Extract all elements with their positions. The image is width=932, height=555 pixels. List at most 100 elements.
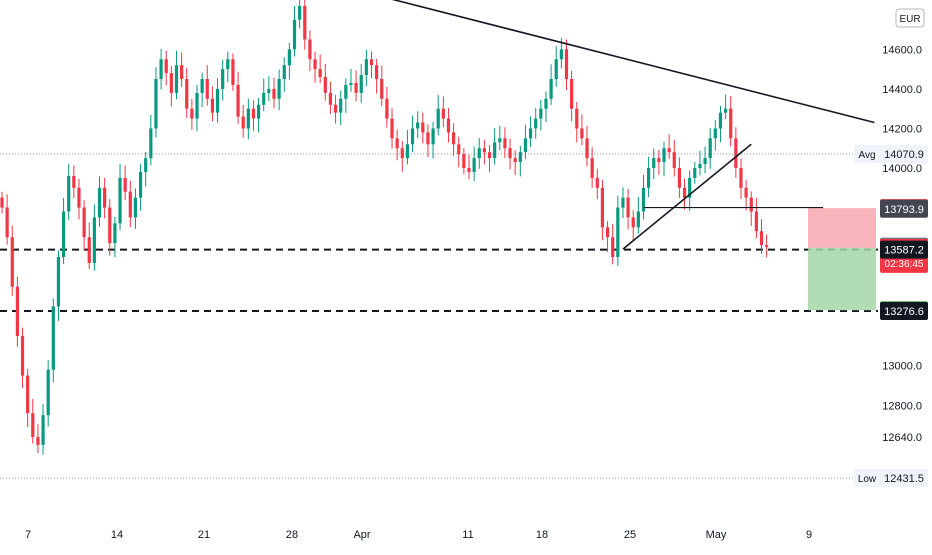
candle-body [436, 108, 440, 129]
candle [298, 0, 302, 29]
candle [385, 86, 389, 128]
candle-body [595, 177, 599, 188]
candle [426, 124, 430, 157]
candle [467, 154, 471, 180]
candle [144, 151, 148, 187]
price-label-bg [880, 302, 928, 321]
candle [662, 141, 666, 177]
candle-body [169, 73, 173, 93]
trendlines[interactable] [371, 0, 875, 250]
candle-body [10, 237, 14, 287]
candle [87, 222, 91, 270]
candle-body [313, 59, 317, 70]
candle [375, 59, 379, 94]
candle [267, 76, 271, 101]
price-label-level: 13793.9 [880, 199, 928, 218]
candle-body [667, 148, 671, 153]
candle-body [51, 306, 55, 370]
candle-body [77, 187, 81, 208]
candle [744, 179, 748, 211]
candle-body [144, 158, 148, 172]
price-label-text: 12431.5 [884, 473, 924, 485]
candle-body [82, 207, 86, 238]
candle [246, 98, 250, 140]
price-label-bg [880, 469, 928, 488]
candle-body [190, 108, 194, 119]
candle-body [123, 177, 127, 192]
candle [416, 111, 420, 138]
candle-body [200, 79, 204, 93]
price-axis[interactable]: 14600.0 14400.0 14200.0 14000.0 13000.0 12800… [878, 0, 932, 550]
candle-body [180, 65, 184, 80]
candle [590, 147, 594, 188]
time-tick-label: 21 [198, 529, 210, 541]
candle-body [410, 128, 415, 145]
price-tick-label: 13000.0 [882, 361, 922, 373]
price-axis-bg [878, 0, 932, 550]
price-label-bg [880, 240, 928, 259]
candle [698, 150, 702, 176]
candle-body [205, 79, 209, 99]
price-label-low: Low 12431.5 [854, 469, 928, 488]
candle-body [616, 207, 620, 257]
candle [210, 86, 215, 122]
candle-body [451, 132, 456, 145]
price-label-text: 13793.9 [884, 204, 924, 216]
candle-body [395, 138, 399, 149]
candle [380, 65, 384, 107]
candle-body [605, 227, 610, 238]
candle [477, 138, 481, 169]
candle [641, 174, 646, 220]
price-labels: Avg14070.913797.113793.913601.813596.002… [854, 144, 928, 488]
currency-badge[interactable]: EUR [895, 8, 925, 28]
candle-body [493, 142, 497, 159]
candle-body [549, 79, 553, 99]
candle [503, 127, 507, 158]
candle [241, 104, 245, 138]
candle [56, 250, 61, 321]
position-tool[interactable] [808, 208, 876, 311]
candle [226, 51, 230, 83]
candle [272, 77, 276, 109]
candle-body [570, 79, 574, 109]
candle-body [344, 84, 348, 99]
candle-body [713, 128, 717, 139]
candle [718, 105, 723, 143]
candle [405, 129, 410, 165]
candle [472, 146, 476, 182]
candle-body [61, 211, 66, 257]
candle-body [600, 187, 605, 228]
candle-body [174, 65, 179, 93]
candle [734, 127, 738, 178]
candle-body [677, 168, 681, 188]
candle-body [72, 175, 76, 188]
price-tick-label: 12800.0 [882, 400, 922, 412]
level-lines [0, 248, 878, 313]
candle-body [41, 415, 45, 445]
candle-body [662, 148, 666, 163]
candle-body [154, 79, 158, 129]
candle-body [626, 197, 630, 218]
candle-body [682, 187, 687, 198]
candle [564, 39, 569, 90]
time-axis[interactable]: 7 14 21 28 Apr 11 18 25 May 9 [25, 529, 812, 541]
candle [303, 0, 307, 50]
candle [518, 145, 522, 177]
candle [652, 148, 656, 180]
candle [493, 128, 497, 165]
candle [462, 148, 466, 174]
candle-body [457, 144, 461, 155]
price-tag-bg [854, 469, 880, 488]
candle-body [92, 217, 96, 263]
time-tick-label: 9 [806, 529, 812, 541]
candle [308, 30, 312, 72]
candle-body [503, 138, 507, 149]
candle-body [539, 108, 543, 119]
candle [457, 136, 461, 168]
candle [190, 98, 194, 130]
candle-body [0, 197, 4, 208]
candle [133, 188, 138, 229]
price-label-avg: Avg 14070.9 [854, 144, 928, 163]
candle-body [267, 88, 271, 93]
